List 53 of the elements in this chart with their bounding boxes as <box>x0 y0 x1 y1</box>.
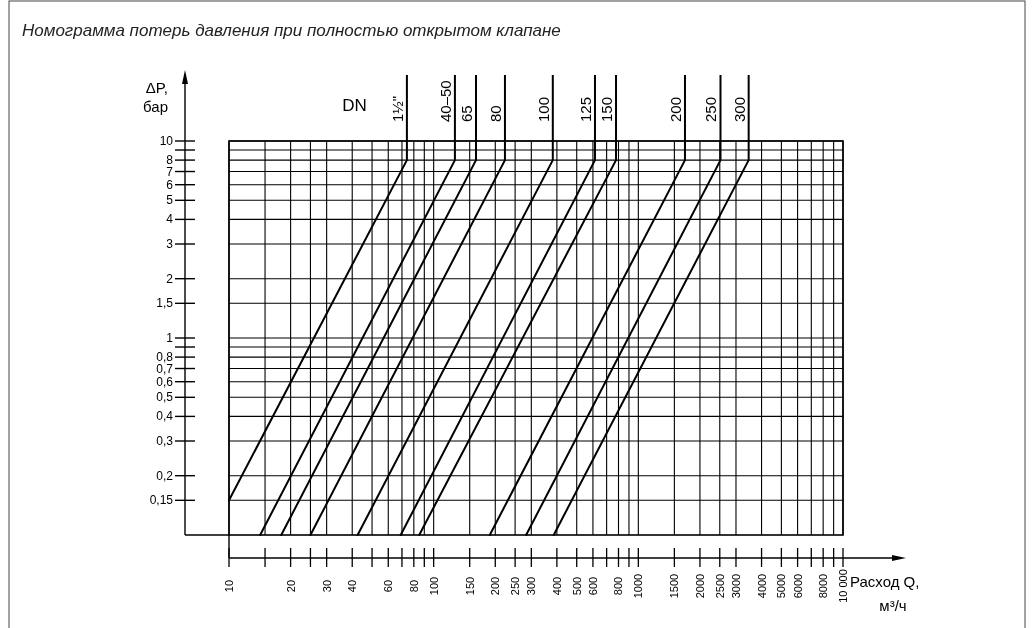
text: 80 <box>486 105 504 122</box>
y-tick-label: 4 <box>166 212 174 227</box>
x-tick-label: 200 <box>489 576 502 596</box>
text: 125 <box>576 96 594 122</box>
y-tick-label: 0,3 <box>156 434 174 449</box>
x-tick-label: 3000 <box>729 573 742 599</box>
y-tick-label: 2 <box>166 271 174 286</box>
x-tick-label: 40 <box>346 579 359 593</box>
x-tick-label: 100 <box>427 576 440 596</box>
x-tick-label: 20 <box>284 579 297 593</box>
x-tick-label: 400 <box>550 576 563 596</box>
y-tick-label: 5 <box>166 193 174 208</box>
y-tick-label: 0,15 <box>149 493 174 508</box>
x-tick-label: 250 <box>509 576 522 596</box>
x-tick-label: 60 <box>382 579 395 593</box>
x-tick-label: 1000 <box>632 573 645 599</box>
y-axis-title: ΔP, бар <box>143 79 168 115</box>
text: 200 <box>666 96 684 122</box>
y-tick-label: 0,5 <box>156 390 174 405</box>
y-tick-label: 0,6 <box>156 374 174 389</box>
y-tick-label: 10 <box>159 134 174 148</box>
legend-title: DN <box>342 96 367 115</box>
x-tick-label: 2500 <box>713 573 726 599</box>
text: 40–50 <box>436 80 454 122</box>
text: 300 <box>730 96 748 122</box>
y-tick-label: 3 <box>166 237 174 252</box>
x-tick-label: 10 <box>223 579 235 593</box>
x-tick-label: 1500 <box>668 573 681 599</box>
x-tick-label: 2000 <box>693 573 706 599</box>
y-tick-label: 6 <box>166 177 174 192</box>
x-axis-title: Расход Q, м³/ч <box>850 573 920 614</box>
x-tick-label: 4000 <box>755 573 768 599</box>
y-tick-label: 0,2 <box>156 468 174 483</box>
x-tick-label: 8000 <box>817 573 830 599</box>
y-tick-label: 0,4 <box>156 409 174 424</box>
x-tick-label: 300 <box>525 576 538 596</box>
x-tick-label: 30 <box>320 579 333 593</box>
x-tick-label: 5000 <box>775 573 788 599</box>
text: 250 <box>702 96 720 122</box>
x-tick-label: 10 000 <box>837 569 849 603</box>
x-tick-label: 800 <box>612 576 625 596</box>
text: 100 <box>534 96 552 122</box>
x-tick-label: 80 <box>407 579 420 593</box>
y-tick-label: 1 <box>166 331 174 345</box>
x-tick-label: 500 <box>570 576 583 596</box>
x-tick-label: 150 <box>463 576 476 596</box>
text: 65 <box>458 105 475 122</box>
y-tick-label: 1,5 <box>156 296 174 311</box>
text: 150 <box>598 96 616 122</box>
x-tick-label: 600 <box>586 576 599 596</box>
text: 1½" <box>388 95 406 122</box>
x-tick-label: 6000 <box>791 573 804 599</box>
chart-title: Номограмма потерь давления при полностью открытом клапане <box>22 21 561 40</box>
